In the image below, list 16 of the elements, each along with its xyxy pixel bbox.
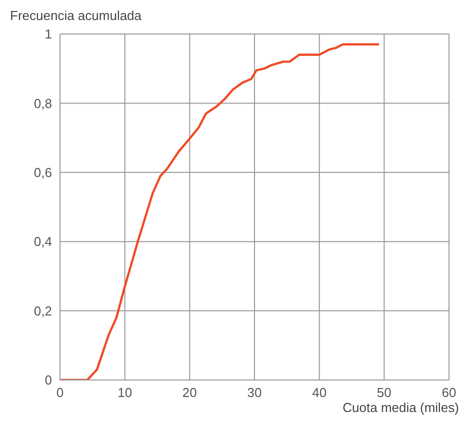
- x-tick-label: 60: [442, 385, 456, 400]
- y-axis-title: Frecuencia acumulada: [10, 8, 142, 23]
- y-tick-label: 0: [44, 372, 52, 388]
- x-axis-title: Cuota media (miles): [342, 400, 459, 415]
- y-tick-label: 1: [44, 26, 52, 42]
- x-tick-label: 40: [312, 385, 327, 400]
- x-tick-label: 30: [247, 385, 262, 400]
- y-tick-label: 0,4: [34, 234, 52, 250]
- y-tick-label: 0,2: [34, 303, 52, 318]
- y-tick-label: 0,8: [34, 96, 52, 111]
- x-tick-label: 10: [118, 385, 132, 400]
- x-tick-label: 50: [376, 385, 392, 400]
- x-tick-label: 0: [56, 385, 64, 400]
- y-tick-label: 0,6: [34, 165, 52, 180]
- line-series: [60, 43, 380, 380]
- x-tick-label: 20: [182, 385, 197, 400]
